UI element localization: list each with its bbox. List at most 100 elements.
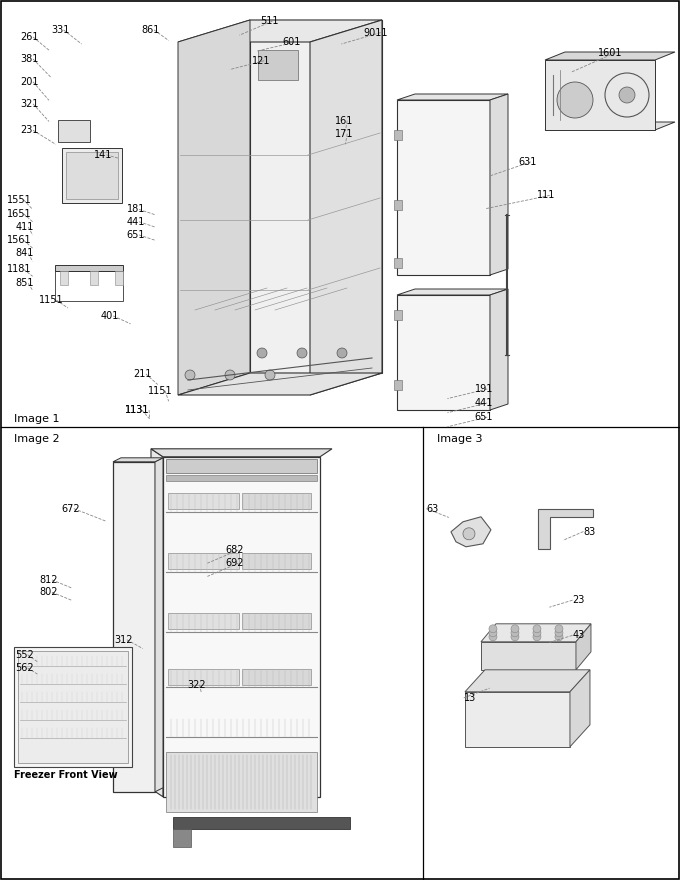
- Text: 381: 381: [20, 54, 39, 64]
- Text: 1151: 1151: [39, 295, 64, 305]
- Polygon shape: [397, 289, 508, 295]
- Bar: [166, 458, 317, 473]
- Text: Image 2: Image 2: [14, 434, 60, 444]
- Text: 692: 692: [226, 558, 244, 568]
- Polygon shape: [151, 449, 163, 796]
- Circle shape: [185, 370, 195, 380]
- Text: 43: 43: [573, 630, 585, 641]
- Text: 1181: 1181: [7, 264, 31, 275]
- Circle shape: [555, 629, 563, 637]
- Polygon shape: [481, 624, 591, 642]
- Bar: [55, 271, 123, 301]
- Polygon shape: [178, 373, 382, 395]
- Bar: [394, 130, 402, 140]
- Polygon shape: [151, 449, 332, 457]
- Bar: [60, 271, 68, 285]
- Circle shape: [463, 528, 475, 539]
- Text: 651: 651: [126, 230, 145, 240]
- Bar: [62, 148, 122, 203]
- Text: 191: 191: [475, 384, 493, 394]
- Text: 1651: 1651: [7, 209, 31, 219]
- Text: Image 1: Image 1: [14, 414, 60, 424]
- Polygon shape: [310, 20, 382, 395]
- Text: 121: 121: [252, 55, 270, 66]
- Text: 201: 201: [20, 77, 39, 87]
- Text: 83: 83: [583, 526, 596, 537]
- Bar: [66, 152, 118, 199]
- Text: 441: 441: [475, 398, 493, 408]
- Polygon shape: [451, 517, 491, 546]
- Text: 141: 141: [94, 150, 112, 160]
- Text: 1561: 1561: [7, 235, 31, 246]
- Bar: [394, 200, 402, 210]
- Bar: [394, 380, 402, 390]
- Bar: [394, 310, 402, 320]
- Polygon shape: [465, 692, 570, 747]
- Text: Freezer Front View: Freezer Front View: [14, 770, 118, 780]
- Text: 111: 111: [537, 190, 556, 201]
- Circle shape: [555, 633, 563, 641]
- Text: 562: 562: [15, 663, 33, 673]
- Text: 861: 861: [141, 25, 160, 35]
- Text: 601: 601: [282, 37, 301, 48]
- Text: 651: 651: [475, 412, 493, 422]
- Text: Image 3: Image 3: [437, 434, 482, 444]
- Text: 441: 441: [126, 216, 145, 227]
- Bar: [95, 686, 123, 708]
- Text: 1151: 1151: [148, 385, 173, 396]
- Bar: [241, 612, 311, 629]
- Circle shape: [297, 348, 307, 358]
- Circle shape: [533, 633, 541, 641]
- Circle shape: [555, 625, 563, 633]
- Text: 1551: 1551: [7, 194, 31, 205]
- Bar: [397, 100, 490, 275]
- Bar: [14, 647, 132, 766]
- Text: 231: 231: [20, 125, 39, 136]
- Bar: [168, 493, 239, 509]
- Text: 672: 672: [61, 503, 80, 514]
- Circle shape: [337, 348, 347, 358]
- Text: 171: 171: [335, 128, 353, 139]
- Polygon shape: [570, 670, 590, 747]
- Circle shape: [225, 370, 235, 380]
- Circle shape: [511, 625, 519, 633]
- Bar: [168, 553, 239, 568]
- Text: 511: 511: [260, 16, 278, 26]
- Text: 802: 802: [39, 587, 58, 598]
- Polygon shape: [576, 624, 591, 670]
- Text: 841: 841: [16, 248, 34, 259]
- Text: 812: 812: [39, 575, 58, 585]
- Polygon shape: [490, 289, 508, 410]
- Text: 211: 211: [133, 369, 152, 379]
- Text: 9011: 9011: [364, 27, 388, 38]
- Text: 321: 321: [20, 99, 39, 109]
- Text: 261: 261: [20, 32, 39, 42]
- Polygon shape: [113, 458, 163, 462]
- Bar: [18, 651, 128, 763]
- Bar: [95, 708, 107, 721]
- Bar: [166, 475, 317, 480]
- Circle shape: [533, 629, 541, 637]
- Text: 331: 331: [51, 25, 69, 35]
- Text: 23: 23: [573, 595, 585, 605]
- Bar: [173, 829, 191, 847]
- Circle shape: [511, 633, 519, 641]
- Text: 63: 63: [426, 503, 439, 514]
- Bar: [241, 553, 311, 568]
- Polygon shape: [178, 20, 382, 42]
- Circle shape: [511, 629, 519, 637]
- Circle shape: [265, 370, 275, 380]
- Circle shape: [489, 629, 497, 637]
- Bar: [58, 120, 90, 142]
- Polygon shape: [178, 20, 250, 395]
- Circle shape: [257, 348, 267, 358]
- Text: 1131: 1131: [125, 405, 150, 415]
- Polygon shape: [490, 94, 508, 275]
- Bar: [90, 271, 98, 285]
- Text: 631: 631: [518, 157, 537, 167]
- Circle shape: [557, 82, 593, 118]
- Text: 851: 851: [16, 278, 34, 289]
- Polygon shape: [155, 458, 163, 792]
- Bar: [115, 271, 123, 285]
- Text: 161: 161: [335, 115, 353, 126]
